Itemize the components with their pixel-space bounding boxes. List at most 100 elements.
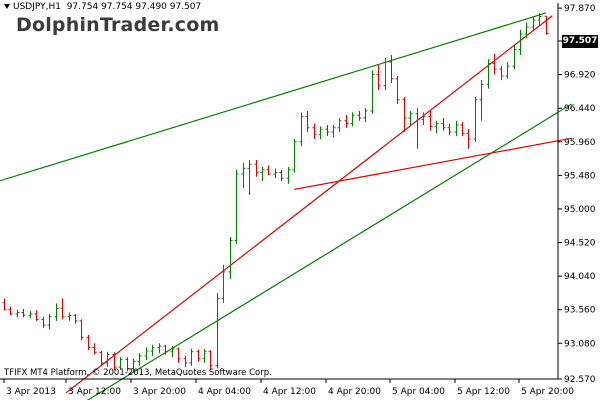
ohlc-bar[interactable] [357,110,362,121]
ohlc-bar[interactable] [305,110,310,132]
ohlc-bar[interactable] [505,61,510,79]
ohlc-bar[interactable] [8,306,13,316]
ohlc-bar[interactable] [447,123,452,135]
ohlc-bar[interactable] [544,15,549,35]
ohlc-bar[interactable] [137,353,142,366]
trendline-ext-3 [294,140,559,190]
ohlc-bar[interactable] [260,166,265,181]
ohlc-bar[interactable] [402,96,407,132]
ohlc-bar[interactable] [67,312,72,321]
ohlc-bar[interactable] [189,348,194,366]
ohlc-bar[interactable] [486,59,491,89]
ohlc-bar[interactable] [518,29,523,55]
ohlc-bar[interactable] [428,110,433,131]
ohlc-bar[interactable] [370,70,375,114]
ohlc-bar[interactable] [421,112,426,125]
ohlc-bar[interactable] [47,313,52,330]
ohlc-bar[interactable] [454,120,459,137]
ohlc-bar[interactable] [208,350,213,370]
ohlc-bar[interactable] [112,352,117,370]
ohlc-bar[interactable] [196,349,201,362]
dropdown-arrow-icon[interactable] [4,4,10,9]
ohlc-bar[interactable] [73,313,78,324]
trendline-1[interactable] [69,103,572,400]
trendline-ext-0 [0,12,546,182]
ohlc-bar[interactable] [537,12,542,26]
copyright-text: TFIFX MT4 Platform, © 2001-2013, MetaQuo… [4,368,272,378]
ohlc-bar[interactable] [157,343,162,354]
ohlc-bar[interactable] [466,129,471,149]
ohlc-bar[interactable] [86,334,91,351]
ohlc-bar[interactable] [325,124,330,137]
ohlc-bar[interactable] [460,122,465,137]
ohlc-bar[interactable] [41,316,46,328]
ohlc-bar[interactable] [479,80,484,121]
ohlc-bar[interactable] [176,347,181,363]
ohlc-bar[interactable] [241,162,246,188]
ohlc-bar[interactable] [234,169,239,244]
ohlc-bar[interactable] [247,159,252,195]
ohlc-bar[interactable] [434,120,439,134]
ohlc-bar[interactable] [144,347,149,361]
ohlc-bar[interactable] [383,57,388,90]
ohlc-bar[interactable] [292,138,297,173]
ohlc-bar[interactable] [266,165,271,176]
ohlc-bar[interactable] [512,45,517,69]
ohlc-bar[interactable] [34,310,39,321]
ohlc-bar[interactable] [492,53,497,75]
ohlc-bar[interactable] [473,96,478,142]
ohlc-bar[interactable] [279,169,284,181]
ohlc-bar[interactable] [79,319,84,341]
ohlc-bar[interactable] [215,292,220,369]
ohlc-bar[interactable] [228,236,233,279]
ohlc-bar[interactable] [331,124,336,138]
ohlc-bar[interactable] [118,357,123,370]
ohlc-bar[interactable] [221,264,226,303]
ohlc-bar[interactable] [125,357,130,372]
ohlc-bar[interactable] [99,351,104,367]
ohlc-bar[interactable] [337,117,342,132]
ohlc-bar[interactable] [183,355,188,368]
ohlc-bar[interactable] [131,358,136,373]
ohlc-bar[interactable] [254,159,259,177]
ohlc-bar[interactable] [312,123,317,139]
axes [0,3,559,380]
watermark-text: DolphinTrader.com [16,14,220,36]
ohlc-bar[interactable] [54,303,59,321]
ohlc-readout: 97.754 97.754 97.490 97.507 [66,2,202,12]
ohlc-bar[interactable] [350,112,355,127]
ohlc-bar[interactable] [21,309,26,318]
ohlc-bar[interactable] [389,54,394,83]
ohlc-bar[interactable] [318,126,323,139]
ohlc-bar[interactable] [408,110,413,125]
ohlc-bar[interactable] [299,112,304,146]
x-tick-label: 3 Apr 12:00 [68,387,121,397]
ohlc-bar[interactable] [415,108,420,149]
ohlc-bar[interactable] [344,115,349,128]
ohlc-bar[interactable] [395,75,400,104]
ohlc-bar[interactable] [2,298,7,311]
ohlc-bar[interactable] [163,344,168,355]
ohlc-bar[interactable] [60,298,65,320]
ohlc-bar[interactable] [376,64,381,90]
y-tick-label: 95.480 [564,171,596,181]
x-tick-label: 4 Apr 12:00 [263,387,316,397]
ohlc-bar[interactable] [524,22,529,39]
chart-header: USDJPY,H1 97.754 97.754 97.490 97.507 [4,2,201,12]
ohlc-bar[interactable] [105,351,110,368]
ohlc-bar[interactable] [92,343,97,355]
y-tick-label: 94.520 [564,239,596,249]
ohlc-bar[interactable] [499,66,504,81]
ohlc-bar[interactable] [170,346,175,358]
ohlc-bar[interactable] [28,311,33,319]
ohlc-bar[interactable] [363,108,368,123]
x-tick-label: 3 Apr 20:00 [133,387,186,397]
ohlc-bar[interactable] [531,16,536,30]
ohlc-bar[interactable] [202,348,207,363]
ohlc-bar[interactable] [150,344,155,356]
ohlc-bar[interactable] [441,117,446,131]
ohlc-bar[interactable] [286,166,291,184]
ohlc-bar[interactable] [15,309,20,318]
ohlc-bar[interactable] [273,168,278,179]
